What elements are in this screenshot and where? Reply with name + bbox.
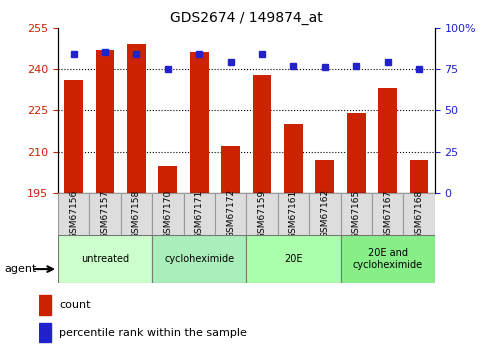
Text: GSM67167: GSM67167 xyxy=(383,189,392,238)
FancyBboxPatch shape xyxy=(121,193,152,235)
Text: GSM67161: GSM67161 xyxy=(289,189,298,238)
Bar xyxy=(158,166,177,193)
FancyBboxPatch shape xyxy=(278,193,309,235)
FancyBboxPatch shape xyxy=(246,235,341,283)
FancyBboxPatch shape xyxy=(89,193,121,235)
FancyBboxPatch shape xyxy=(58,235,152,283)
Bar xyxy=(221,146,240,193)
Text: GSM67157: GSM67157 xyxy=(100,189,110,238)
FancyBboxPatch shape xyxy=(372,193,403,235)
Text: GSM67171: GSM67171 xyxy=(195,189,204,238)
Bar xyxy=(39,323,51,342)
FancyBboxPatch shape xyxy=(341,235,435,283)
Bar xyxy=(127,44,146,193)
Text: GSM67156: GSM67156 xyxy=(69,189,78,238)
Text: untreated: untreated xyxy=(81,254,129,264)
Text: GSM67165: GSM67165 xyxy=(352,189,361,238)
FancyBboxPatch shape xyxy=(215,193,246,235)
Text: count: count xyxy=(59,300,91,310)
Text: 20E and
cycloheximide: 20E and cycloheximide xyxy=(353,248,423,269)
Text: GSM67162: GSM67162 xyxy=(320,189,329,238)
FancyBboxPatch shape xyxy=(152,235,246,283)
Text: GSM67158: GSM67158 xyxy=(132,189,141,238)
Bar xyxy=(347,113,366,193)
Text: percentile rank within the sample: percentile rank within the sample xyxy=(59,328,247,338)
Text: GSM67159: GSM67159 xyxy=(257,189,267,238)
Text: GSM67172: GSM67172 xyxy=(226,189,235,238)
Text: agent: agent xyxy=(5,264,37,274)
FancyBboxPatch shape xyxy=(58,193,89,235)
Bar xyxy=(378,88,397,193)
Bar xyxy=(96,50,114,193)
Title: GDS2674 / 149874_at: GDS2674 / 149874_at xyxy=(170,11,323,25)
Bar xyxy=(315,160,334,193)
Bar xyxy=(253,75,271,193)
Text: GSM67170: GSM67170 xyxy=(163,189,172,238)
Bar xyxy=(39,295,51,315)
FancyBboxPatch shape xyxy=(341,193,372,235)
Bar xyxy=(190,52,209,193)
FancyBboxPatch shape xyxy=(403,193,435,235)
FancyBboxPatch shape xyxy=(309,193,341,235)
FancyBboxPatch shape xyxy=(246,193,278,235)
Bar xyxy=(410,160,428,193)
FancyBboxPatch shape xyxy=(152,193,184,235)
Text: cycloheximide: cycloheximide xyxy=(164,254,234,264)
Bar xyxy=(64,80,83,193)
FancyBboxPatch shape xyxy=(184,193,215,235)
Text: 20E: 20E xyxy=(284,254,303,264)
Bar xyxy=(284,124,303,193)
Text: GSM67168: GSM67168 xyxy=(414,189,424,238)
